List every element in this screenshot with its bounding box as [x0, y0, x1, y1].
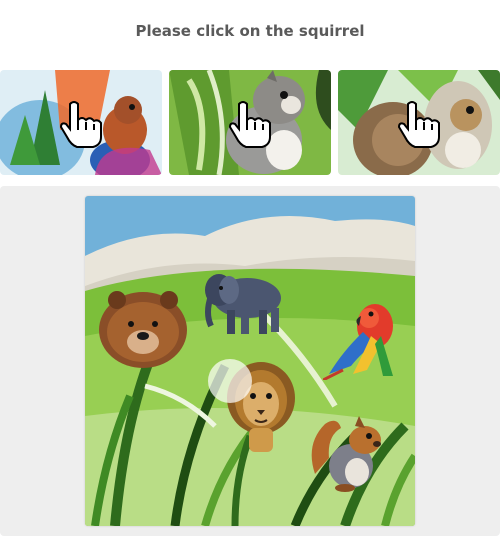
bear-animal[interactable] [97, 290, 189, 370]
thumbnail-3-image [338, 70, 500, 175]
lion-animal[interactable] [225, 362, 297, 454]
thumbnail-3[interactable] [338, 70, 500, 175]
thumbnail-1[interactable] [0, 70, 162, 175]
challenge-prompt: Please click on the squirrel [135, 22, 365, 40]
elephant-animal[interactable] [203, 268, 289, 338]
pointer-hand-icon [397, 101, 440, 148]
pointer-hand-icon [228, 101, 271, 148]
pointer-hand-icon [59, 101, 102, 148]
parrot-animal[interactable] [323, 296, 407, 380]
challenge-scene[interactable] [85, 196, 415, 526]
squirrel-animal[interactable] [307, 414, 387, 494]
thumbnail-1-image [0, 70, 162, 175]
thumbnail-2[interactable] [169, 70, 331, 175]
